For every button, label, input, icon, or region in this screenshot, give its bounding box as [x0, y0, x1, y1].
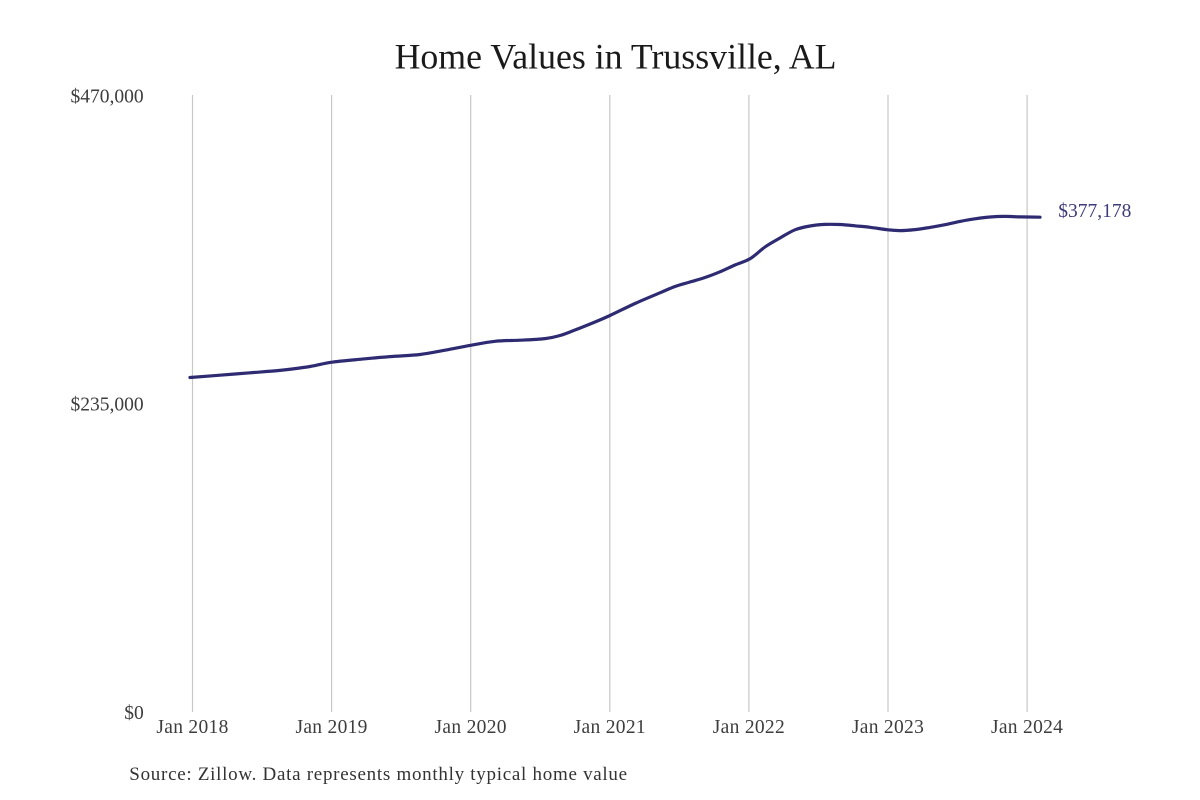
- svg-text:Jan 2020: Jan 2020: [435, 717, 507, 738]
- svg-text:$0: $0: [124, 703, 144, 724]
- svg-text:Source: Zillow. Data represent: Source: Zillow. Data represents monthly …: [129, 764, 628, 785]
- svg-text:$377,178: $377,178: [1058, 201, 1131, 222]
- svg-text:Jan 2021: Jan 2021: [574, 717, 646, 738]
- svg-text:Jan 2022: Jan 2022: [713, 717, 785, 738]
- svg-text:$470,000: $470,000: [70, 86, 143, 107]
- svg-text:Jan 2019: Jan 2019: [295, 717, 367, 738]
- svg-text:Home Values in Trussville, AL: Home Values in Trussville, AL: [395, 37, 837, 77]
- svg-text:Jan 2018: Jan 2018: [156, 717, 228, 738]
- svg-text:Jan 2024: Jan 2024: [991, 717, 1063, 738]
- svg-text:Jan 2023: Jan 2023: [852, 717, 924, 738]
- svg-text:$235,000: $235,000: [70, 394, 143, 415]
